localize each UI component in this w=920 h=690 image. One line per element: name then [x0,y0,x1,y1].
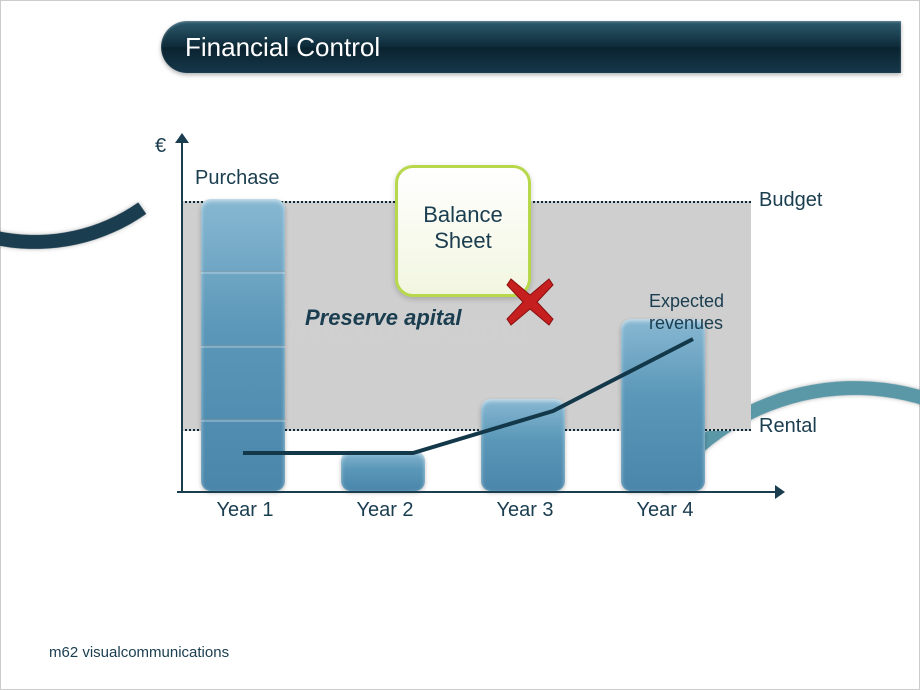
slide: Financial Control www.bdocx.com Preserve… [0,0,920,690]
xlabel-year2: Year 2 [325,499,445,522]
rental-label: Rental [759,415,817,438]
expected-revenues-label: Expectedrevenues [649,291,724,334]
xlabel-year3: Year 3 [465,499,585,522]
title-text: Financial Control [185,32,380,63]
x-axis [177,491,777,493]
financial-chart: www.bdocx.com Preserve apital € BalanceS… [151,141,771,541]
purchase-label: Purchase [195,167,280,190]
currency-symbol: € [155,135,166,158]
xlabel-year4: Year 4 [605,499,725,522]
x-mark-icon [505,277,555,327]
footer-text: m62 visualcommunications [49,644,229,661]
callout-text: BalanceSheet [423,202,503,255]
budget-label: Budget [759,189,822,212]
title-bar: Financial Control [161,21,901,73]
xlabel-year1: Year 1 [185,499,305,522]
y-axis [181,141,183,493]
